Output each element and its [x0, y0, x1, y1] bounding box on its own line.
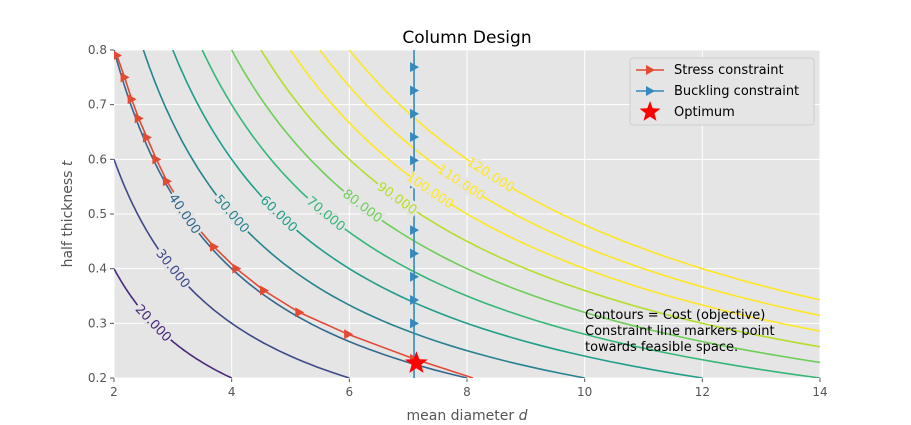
stress-marker	[260, 285, 270, 296]
stress-marker	[120, 72, 130, 83]
y-tick-label: 0.8	[88, 43, 107, 57]
buckling-marker	[410, 62, 420, 73]
x-tick-label: 4	[228, 385, 236, 399]
y-tick-label: 0.3	[88, 316, 107, 330]
contour-label-bg	[339, 185, 387, 227]
stress-marker	[232, 263, 242, 274]
chart-title: Column Design	[402, 28, 531, 48]
buckling-marker	[410, 225, 420, 236]
contour-label-bg	[256, 191, 302, 236]
buckling-marker	[410, 271, 420, 282]
x-tick-label: 2	[110, 385, 118, 399]
x-tick-label: 10	[577, 385, 592, 399]
x-tick-label: 8	[463, 385, 471, 399]
contour-label-bg	[437, 162, 486, 202]
annotation-line: Constraint line markers point	[585, 324, 775, 339]
y-tick-label: 0.4	[88, 262, 107, 276]
contour-label-bg	[406, 170, 455, 210]
x-tick-label: 14	[812, 385, 827, 399]
contour-label-bg	[165, 189, 205, 238]
y-tick-label: 0.6	[88, 152, 107, 166]
x-tick-label: 12	[695, 385, 710, 399]
buckling-marker	[410, 318, 420, 329]
y-tick-labels: 0.2 0.3 0.4 0.5 0.6 0.7 0.8	[88, 43, 107, 385]
stress-marker	[162, 176, 172, 187]
legend-label-2: Optimum	[674, 105, 735, 120]
x-tick-label: 6	[346, 385, 354, 399]
legend-optimum-star	[639, 101, 661, 121]
legend: Stress constraint Buckling constraint Opti…	[629, 57, 815, 126]
contour-label-bg	[131, 300, 176, 346]
legend-label-0: Stress constraint	[674, 63, 784, 78]
contour-label-bg	[302, 192, 350, 235]
stress-marker	[210, 241, 220, 252]
annotation: Contours = Cost (objective)Constraint li…	[585, 308, 775, 355]
annotation-line: Contours = Cost (objective)	[585, 308, 765, 323]
y-tick-label: 0.7	[88, 98, 107, 112]
annotation-line: towards feasible space.	[585, 340, 738, 355]
y-tick-label: 0.2	[88, 371, 107, 385]
contour-label-bg	[152, 245, 195, 292]
x-axis-label: mean diameter d	[407, 408, 528, 424]
contour-label-bg	[466, 155, 516, 194]
stress-marker	[295, 307, 305, 318]
optimum-marker	[405, 351, 428, 373]
buckling-marker	[410, 295, 420, 306]
legend-box	[629, 57, 815, 126]
buckling-marker	[410, 108, 420, 119]
stress-marker	[152, 154, 162, 165]
stress-marker	[344, 329, 354, 340]
legend-label-1: Buckling constraint	[674, 84, 799, 99]
buckling-marker	[410, 248, 420, 259]
x-tick-labels: 2 4 6 8 10 12 14	[110, 385, 827, 399]
stress-marker	[114, 51, 122, 60]
legend-marker	[646, 65, 655, 75]
buckling-marker	[410, 155, 420, 166]
y-axis-label: half thickness t	[60, 160, 76, 267]
y-tick-label: 0.5	[88, 207, 107, 221]
contour-label-bg	[210, 190, 254, 237]
buckling-marker	[410, 132, 420, 143]
stress-marker	[134, 113, 144, 124]
stress-marker	[142, 132, 152, 143]
legend-marker	[646, 86, 655, 96]
contour-label-bg	[373, 177, 422, 219]
buckling-marker	[410, 85, 420, 96]
stress-marker	[127, 94, 137, 105]
